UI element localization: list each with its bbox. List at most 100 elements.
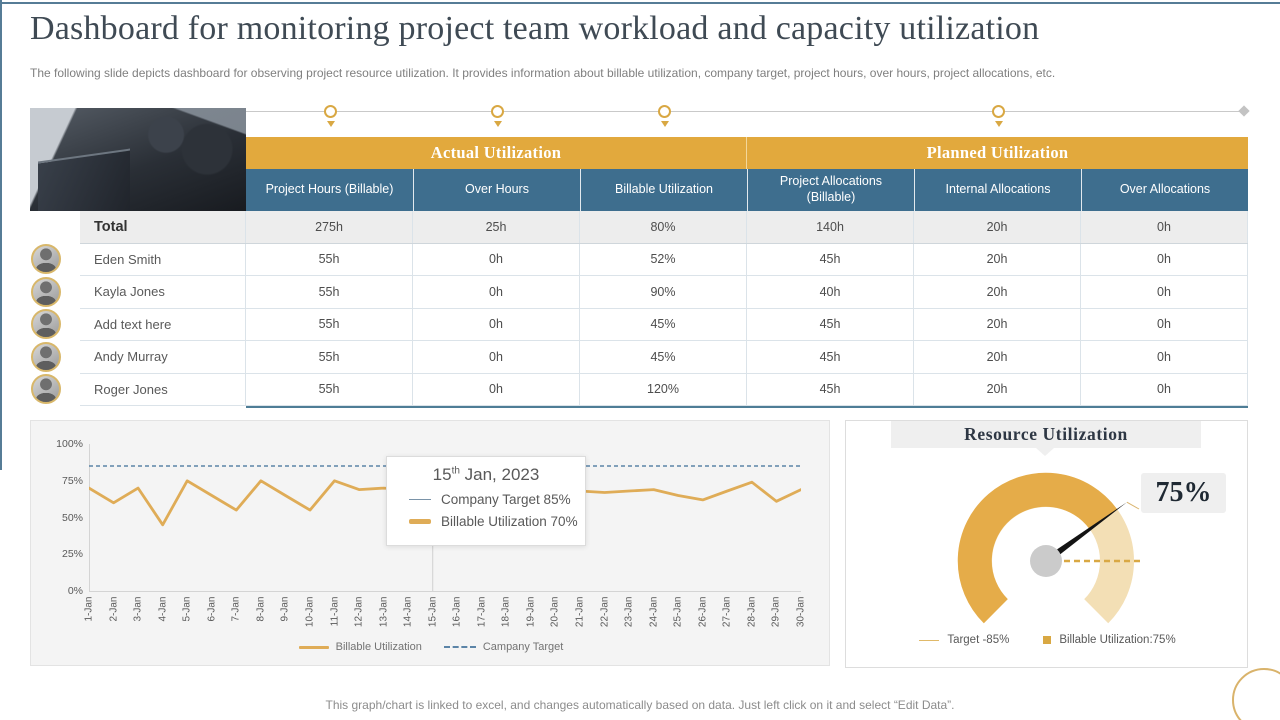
target-line-swatch	[919, 639, 940, 641]
column-header: Internal Allocations	[914, 169, 1081, 211]
y-tick-label: 0%	[67, 585, 83, 597]
utilization-line-chart[interactable]: 100% 75% 50% 25% 0% 1-Jan 2-Jan 3-Jan 4-Jan 5-Ja…	[30, 420, 830, 666]
column-header: Over Allocations	[1081, 169, 1248, 211]
gauge-svg	[957, 472, 1143, 624]
team-photo	[30, 108, 246, 211]
table-row: Add text here 55h 0h 45% 45h 20h 0h	[80, 308, 1248, 341]
page-footer: This graph/chart is linked to excel, and…	[325, 698, 955, 712]
table-cell: 40h	[747, 276, 914, 308]
row-label: Eden Smith	[80, 243, 246, 275]
table-cell: 55h	[246, 276, 413, 308]
x-tick-label: 7-Jan	[230, 596, 242, 622]
x-tick-label: 13-Jan	[378, 596, 390, 628]
table-row: Kayla Jones 55h 0h 90% 40h 20h 0h	[80, 276, 1248, 309]
gauge-title: Resource Utilization	[891, 421, 1201, 448]
table-cell: 0h	[413, 276, 580, 308]
x-tick-label: 14-Jan	[402, 596, 414, 628]
table-cell: 120%	[580, 373, 747, 405]
tooltip-billable-label: Billable Utilization 70%	[441, 514, 578, 529]
table-cell: 0h	[1081, 276, 1248, 308]
x-tick-label: 20-Jan	[549, 596, 561, 628]
target-line-swatch	[409, 499, 431, 500]
group-header-actual: Actual Utilization	[246, 137, 747, 169]
column-header: Over Hours	[413, 169, 580, 211]
table-cell: 25h	[413, 211, 580, 243]
table-cell: 90%	[580, 276, 747, 308]
page-subtitle: The following slide depicts dashboard fo…	[30, 66, 1056, 80]
table-cell: 0h	[413, 341, 580, 373]
x-tick-label: 8-Jan	[255, 596, 267, 622]
tooltip-billable-row: Billable Utilization 70%	[387, 514, 585, 529]
x-tick-label: 19-Jan	[525, 596, 537, 628]
x-tick-label: 29-Jan	[770, 596, 782, 628]
x-axis-line	[89, 591, 801, 592]
x-tick-label: 12-Jan	[353, 596, 365, 628]
timeline-decoration	[246, 111, 1245, 112]
column-header: Project Allocations (Billable)	[747, 169, 914, 211]
tooltip-target-label: Company Target 85%	[441, 492, 571, 507]
table-cell: 45h	[747, 373, 914, 405]
row-label: Roger Jones	[80, 373, 246, 405]
gauge-legend-value: Billable Utilization:75%	[1043, 634, 1176, 646]
column-header: Project Hours (Billable)	[246, 169, 413, 211]
table-cell: 0h	[413, 373, 580, 405]
x-tick-label: 15-Jan	[427, 596, 439, 628]
table-bottom-border	[246, 406, 1248, 408]
table-cell: 45h	[747, 341, 914, 373]
table-row: Andy Murray 55h 0h 45% 45h 20h 0h	[80, 341, 1248, 374]
table-cell: 55h	[246, 243, 413, 275]
table-cell: 45%	[580, 308, 747, 340]
x-tick-label: 16-Jan	[451, 596, 463, 628]
x-tick-label: 24-Jan	[648, 596, 660, 628]
table-body: Total 275h 25h 80% 140h 20h 0h Eden Smith 55h 0h 5…	[80, 211, 1248, 406]
avatar	[31, 309, 61, 339]
x-tick-label: 3-Jan	[132, 596, 144, 622]
column-header-row: Project Hours (Billable) Over Hours Billab…	[246, 169, 1248, 211]
table-row: Eden Smith 55h 0h 52% 45h 20h 0h	[80, 243, 1248, 276]
tooltip-date: 15th Jan, 2023	[432, 465, 540, 484]
x-tick-label: 23-Jan	[623, 596, 635, 628]
table-cell: 0h	[413, 308, 580, 340]
page-title: Dashboard for monitoring project team wo…	[30, 10, 1040, 47]
table-row: Roger Jones 55h 0h 120% 45h 20h 0h	[80, 373, 1248, 406]
x-tick-label: 2-Jan	[108, 596, 120, 622]
table-cell: 0h	[1081, 243, 1248, 275]
x-tick-label: 9-Jan	[279, 596, 291, 622]
x-tick-label: 27-Jan	[721, 596, 733, 628]
avatar	[31, 276, 61, 307]
table-cell: 140h	[747, 211, 914, 243]
row-label: Kayla Jones	[80, 276, 246, 308]
top-border-line	[0, 2, 1280, 4]
table-cell: 55h	[246, 308, 413, 340]
x-tick-label: 11-Jan	[329, 596, 341, 627]
table-cell: 20h	[914, 243, 1081, 275]
table-cell: 0h	[1081, 373, 1248, 405]
table-cell: 55h	[246, 341, 413, 373]
table-cell: 0h	[1081, 211, 1248, 243]
x-tick-label: 6-Jan	[206, 596, 218, 622]
table-cell: 45h	[747, 308, 914, 340]
table-cell: 45h	[747, 243, 914, 275]
avatar	[31, 341, 61, 372]
table-cell: 20h	[914, 276, 1081, 308]
tooltip-target-row: Company Target 85%	[387, 492, 585, 507]
billable-square-swatch	[1043, 636, 1052, 644]
legend-target: Campany Target	[443, 641, 563, 653]
resource-utilization-gauge[interactable]: Resource Utilization 75% Target -85% Bil…	[845, 420, 1248, 668]
gauge-legend-target: Target -85%	[919, 634, 1009, 646]
table-cell: 275h	[246, 211, 413, 243]
group-header-planned: Planned Utilization	[747, 137, 1248, 169]
row-label: Add text here	[80, 308, 246, 340]
x-tick-label: 30-Jan	[795, 596, 807, 628]
circle-with-down-arrow-icon	[992, 105, 1005, 127]
avatar	[31, 244, 61, 274]
table-cell: 20h	[914, 373, 1081, 405]
chart-tooltip: 15th Jan, 2023 Company Target 85% Billab…	[386, 456, 586, 546]
table-cell: 20h	[914, 308, 1081, 340]
target-dash-swatch	[443, 646, 476, 648]
x-tick-label: 21-Jan	[574, 596, 586, 628]
x-tick-label: 26-Jan	[697, 596, 709, 628]
table-cell: 52%	[580, 243, 747, 275]
circle-with-down-arrow-icon	[324, 105, 337, 127]
avatar	[31, 374, 61, 404]
